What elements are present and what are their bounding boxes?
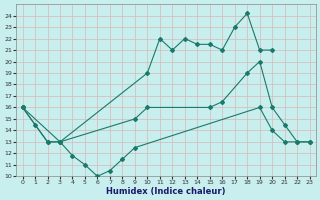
X-axis label: Humidex (Indice chaleur): Humidex (Indice chaleur) [106, 187, 226, 196]
